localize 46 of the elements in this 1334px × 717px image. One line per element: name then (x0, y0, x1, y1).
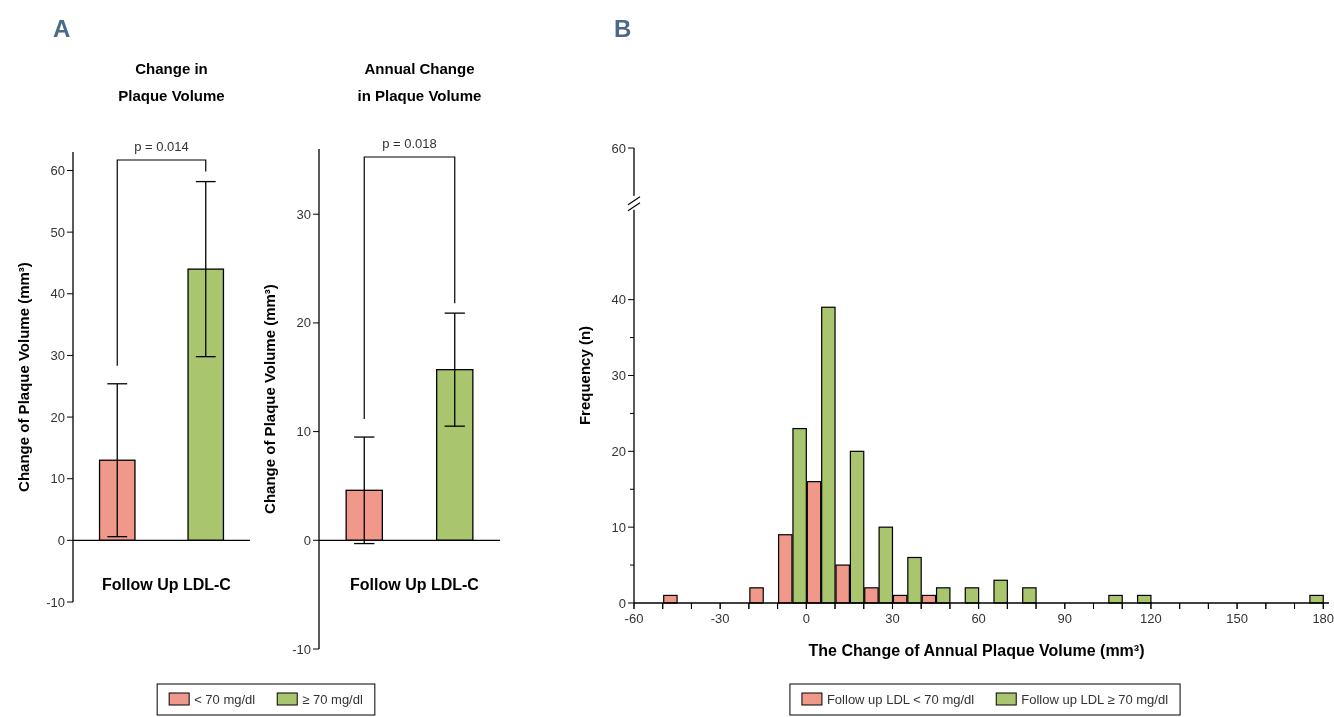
y-tick-label: 40 (611, 292, 626, 308)
y-tick-label: 20 (296, 315, 311, 331)
text: B (614, 15, 632, 42)
y-tick-label: -10 (292, 641, 311, 657)
y-tick-label: 10 (50, 471, 65, 487)
y-tick-label: 10 (611, 519, 626, 535)
y-axis-title: Change of Plaque Volume (mm³) (261, 284, 278, 514)
x-tick-label: 30 (885, 611, 900, 626)
y-tick-label: 10 (296, 424, 311, 440)
legend-label: Follow up LDL < 70 mg/dl (826, 691, 975, 707)
x-axis-title: The Change of Annual Plaque Volume (mm³) (808, 642, 1145, 659)
x-tick-label: -60 (624, 611, 644, 626)
y-tick-label: 20 (50, 409, 65, 425)
y-tick-label: 30 (50, 347, 65, 363)
legend-label: Follow up LDL ≥ 70 mg/dl (1021, 691, 1169, 707)
y-tick-label: -10 (46, 594, 65, 610)
legend-label: < 70 mg/dl (194, 691, 256, 707)
significance-bracket: p = 0.018 (363, 136, 456, 420)
y-tick-label: 50 (50, 224, 65, 240)
x-tick-label: 180 (1312, 611, 1334, 626)
text: A (53, 15, 71, 42)
significance-bracket: p = 0.014 (116, 139, 207, 366)
legend-label: ≥ 70 mg/dl (302, 691, 363, 707)
chart-title: Change in Plaque Volume (118, 60, 225, 104)
y-tick-label: 0 (618, 595, 626, 611)
y-tick-label: 30 (296, 206, 311, 222)
y-tick-label: 0 (303, 532, 311, 548)
chart-title: Annual Change in Plaque Volume (357, 60, 482, 104)
y-tick-label: 60 (611, 140, 626, 156)
y-axis-title: Change of Plaque Volume (mm³) (15, 262, 32, 492)
x-tick-label: 120 (1140, 611, 1162, 626)
y-tick-label: 30 (611, 368, 626, 384)
annotation: p = 0.018 (382, 136, 437, 151)
x-tick-label: 90 (1057, 611, 1073, 626)
x-tick-label: 150 (1226, 611, 1248, 626)
x-tick-label: 0 (802, 611, 810, 626)
y-axis-title: Frequency (n) (576, 325, 593, 426)
y-tick-label: 0 (57, 532, 65, 548)
annotation: p = 0.014 (134, 139, 189, 154)
x-tick-label: -30 (710, 611, 730, 626)
x-tick-label: 60 (971, 611, 986, 626)
x-axis-title: Follow Up LDL-C (102, 576, 232, 594)
x-axis-title: Follow Up LDL-C (350, 576, 480, 594)
y-tick-label: 40 (50, 286, 65, 302)
y-tick-label: 20 (611, 443, 626, 459)
y-tick-label: 60 (50, 163, 65, 179)
